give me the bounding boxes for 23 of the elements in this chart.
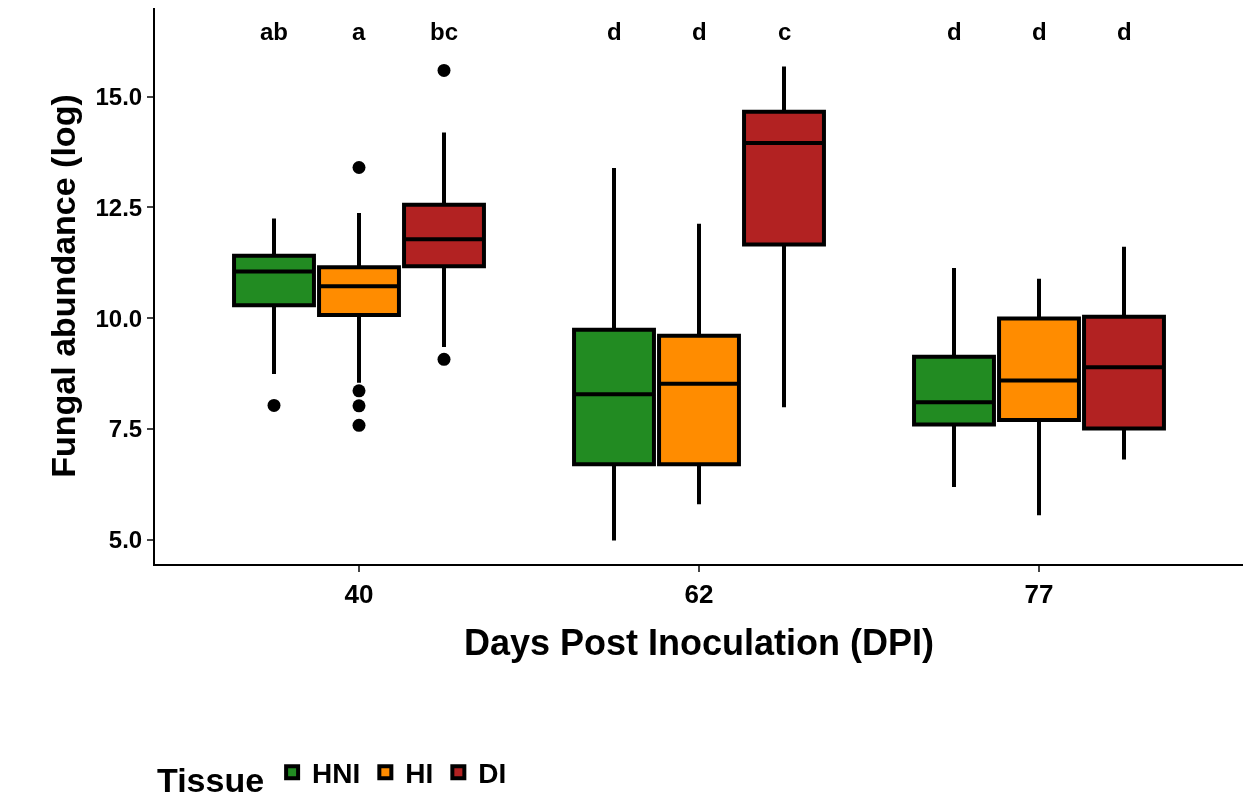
- x-tick-label: 62: [684, 579, 714, 610]
- y-axis-title: Fungal abundance (log): [43, 94, 82, 478]
- y-tick-label: 12.5: [95, 193, 143, 221]
- annotation: a: [352, 18, 366, 45]
- y-tick-label: 15.0: [95, 83, 143, 111]
- x-axis-title: Days Post Inoculation (DPI): [463, 622, 935, 664]
- y-tick-label: 10.0: [95, 304, 143, 332]
- annotation: d: [607, 18, 622, 45]
- legend-label: HNI: [312, 758, 361, 790]
- legend-title: Tissue: [157, 760, 265, 799]
- annotation: d: [1032, 18, 1047, 45]
- legend-label: HI: [405, 758, 434, 790]
- legend-label: DI: [478, 758, 507, 790]
- x-tick-label: 77: [1024, 579, 1054, 610]
- y-tick-label: 5.0: [108, 526, 143, 554]
- annotation: d: [1117, 18, 1132, 45]
- annotation: d: [692, 18, 707, 45]
- y-tick-label: 7.5: [108, 415, 143, 443]
- annotation: d: [947, 18, 962, 45]
- annotation: c: [778, 18, 792, 45]
- annotation: ab: [260, 18, 289, 45]
- annotation: bc: [430, 18, 459, 45]
- x-tick-label: 40: [344, 579, 374, 610]
